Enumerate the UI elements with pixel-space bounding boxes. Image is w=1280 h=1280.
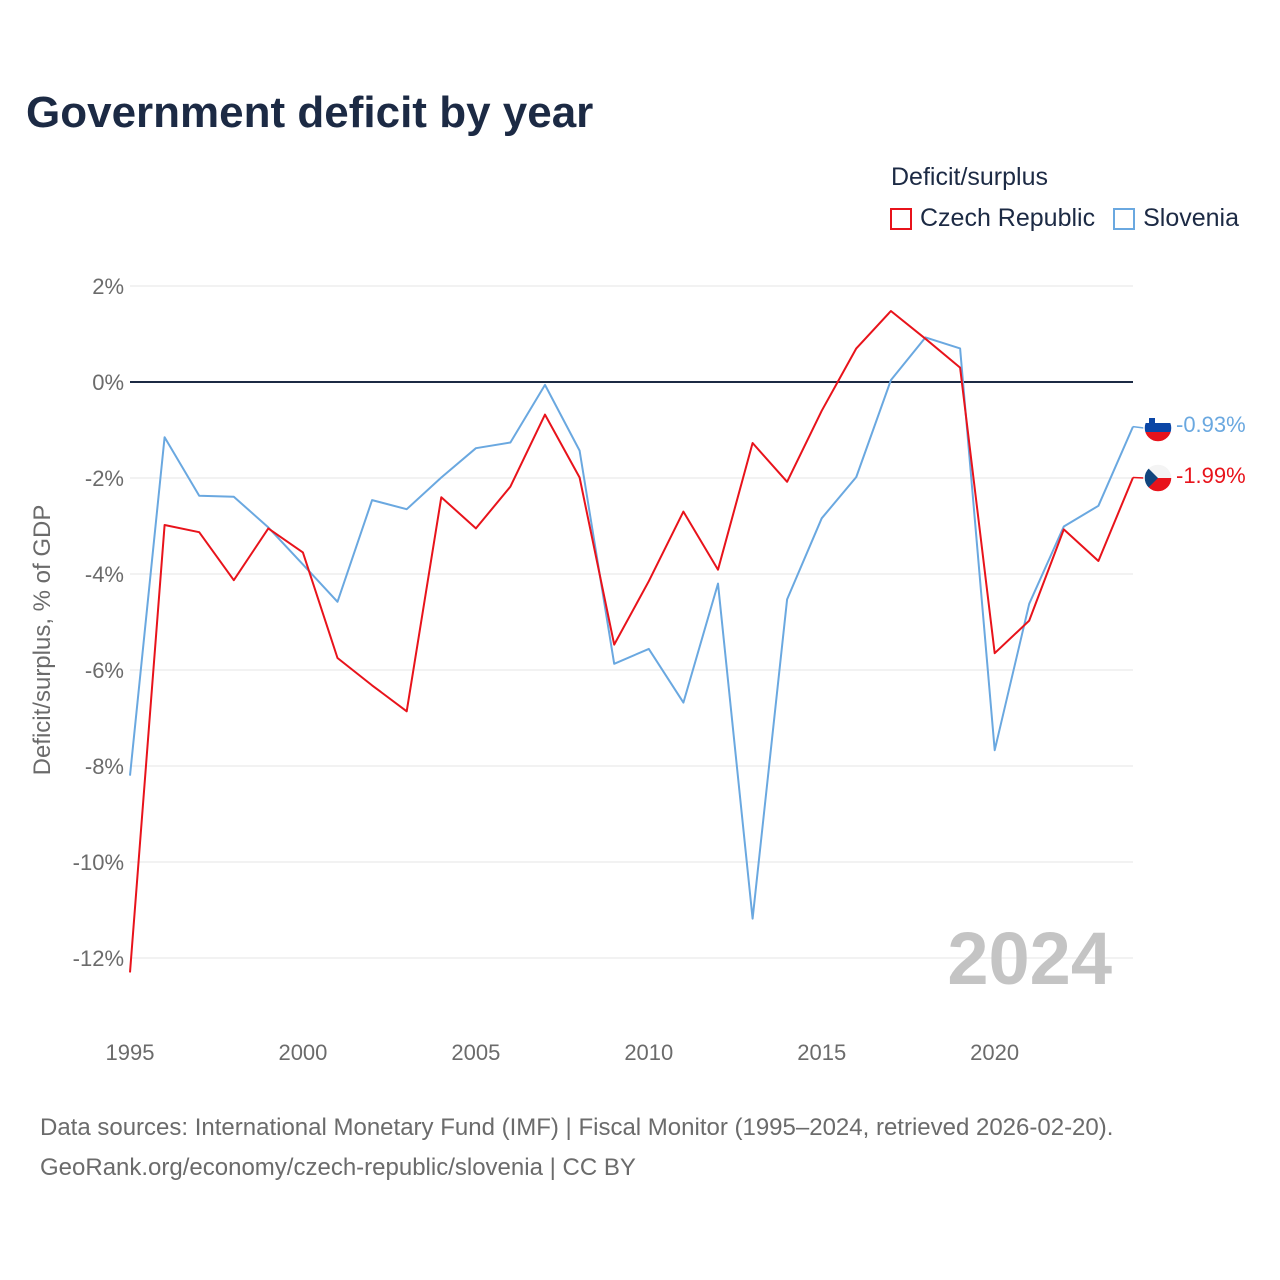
x-tick-label: 2000: [278, 1040, 327, 1065]
data-source: Data sources: International Monetary Fun…: [40, 1108, 1113, 1188]
series-lines: [129, 310, 1145, 973]
legend-label-czech-republic: Czech Republic: [920, 204, 1096, 232]
series-line-czech-republic[interactable]: [129, 310, 1134, 973]
x-tick-label: 2010: [624, 1040, 673, 1065]
end-label-connector: [1132, 425, 1145, 429]
x-tick-label: 2015: [797, 1040, 846, 1065]
y-tick-label: -10%: [73, 850, 124, 875]
y-tick-label: 2%: [92, 274, 124, 299]
grid-lines: [130, 285, 1133, 959]
y-tick-label: 0%: [92, 370, 124, 395]
x-tick-label: 2020: [970, 1040, 1019, 1065]
legend: Czech Republic Slovenia: [890, 204, 1257, 233]
y-tick-label: -12%: [73, 946, 124, 971]
source-line: Data sources: International Monetary Fun…: [40, 1114, 1114, 1141]
y-tick-label: -6%: [85, 658, 124, 683]
y-axis-ticks: 2% 0% -2% -4% -6% -8% -10% -12%: [73, 274, 124, 971]
x-axis-ticks: 1995 2000 2005 2010 2015 2020: [106, 1040, 1020, 1065]
czech-flag-icon: [1143, 463, 1173, 493]
y-tick-label: -2%: [85, 466, 124, 491]
y-axis-label: Deficit/surplus, % of GDP: [29, 505, 56, 776]
y-tick-label: -8%: [85, 754, 124, 779]
end-label-czech-republic: -1.99%: [1176, 463, 1246, 488]
page-title: Government deficit by year: [26, 88, 594, 137]
legend-swatch-czech-republic: [890, 207, 912, 230]
legend-title: Deficit/surplus: [891, 163, 1048, 191]
watermark-year: 2024: [947, 917, 1112, 1000]
y-tick-label: -4%: [85, 562, 124, 587]
source-link[interactable]: GeoRank.org/economy/czech-republic/slove…: [40, 1154, 636, 1181]
series-line-slovenia[interactable]: [129, 336, 1134, 920]
end-label-slovenia: -0.93%: [1176, 412, 1246, 437]
legend-label-slovenia: Slovenia: [1143, 204, 1239, 232]
legend-swatch-slovenia: [1113, 207, 1136, 230]
line-chart: 2% 0% -2% -4% -6% -8% -10% -12% 1995 2000 2005 201…: [29, 274, 1246, 1065]
slovenia-flag-icon: [1143, 413, 1173, 443]
legend-item-slovenia[interactable]: Slovenia: [1113, 204, 1239, 233]
legend-item-czech-republic[interactable]: Czech Republic: [890, 204, 1095, 233]
x-tick-label: 1995: [106, 1040, 155, 1065]
x-tick-label: 2005: [451, 1040, 500, 1065]
